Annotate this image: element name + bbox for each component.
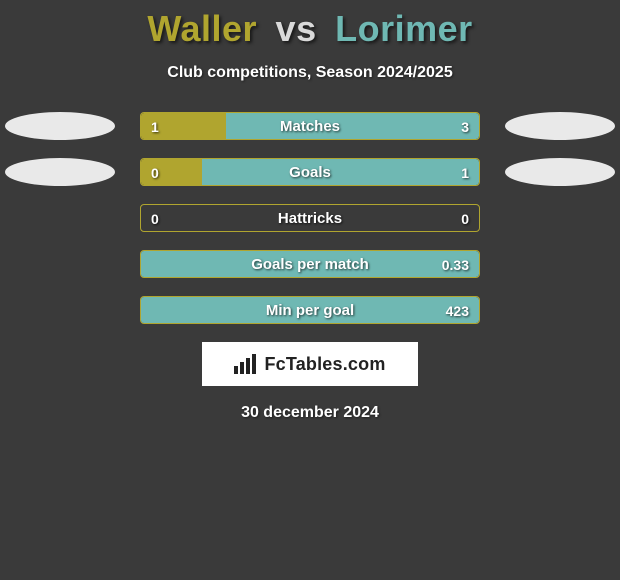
stat-bar: 01Goals (140, 158, 480, 186)
ellipse-right (505, 158, 615, 186)
ellipse-left (5, 112, 115, 140)
stat-row: 13Matches (0, 112, 620, 140)
stat-bar: 13Matches (140, 112, 480, 140)
stat-row: 0.33Goals per match (0, 250, 620, 278)
bar-chart-icon (234, 354, 258, 374)
ellipse-right (505, 112, 615, 140)
stat-label: Matches (141, 113, 479, 139)
player1-name: Waller (147, 8, 257, 49)
subtitle: Club competitions, Season 2024/2025 (0, 64, 620, 82)
stat-bar: 0.33Goals per match (140, 250, 480, 278)
stat-row: 00Hattricks (0, 204, 620, 232)
stat-label: Goals (141, 159, 479, 185)
page-title: Waller vs Lorimer (0, 0, 620, 50)
stat-bar: 423Min per goal (140, 296, 480, 324)
player2-name: Lorimer (335, 8, 473, 49)
stat-label: Goals per match (141, 251, 479, 277)
stat-row: 01Goals (0, 158, 620, 186)
stat-label: Min per goal (141, 297, 479, 323)
stats-container: 13Matches 01Goals 00Hattricks 0.33Goals per… (0, 112, 620, 324)
date-text: 30 december 2024 (0, 404, 620, 422)
vs-text: vs (276, 8, 317, 49)
stat-row: 423Min per goal (0, 296, 620, 324)
stat-label: Hattricks (141, 205, 479, 231)
brand-box: FcTables.com (202, 342, 418, 386)
stat-bar: 00Hattricks (140, 204, 480, 232)
brand-text: FcTables.com (264, 354, 385, 375)
ellipse-left (5, 158, 115, 186)
